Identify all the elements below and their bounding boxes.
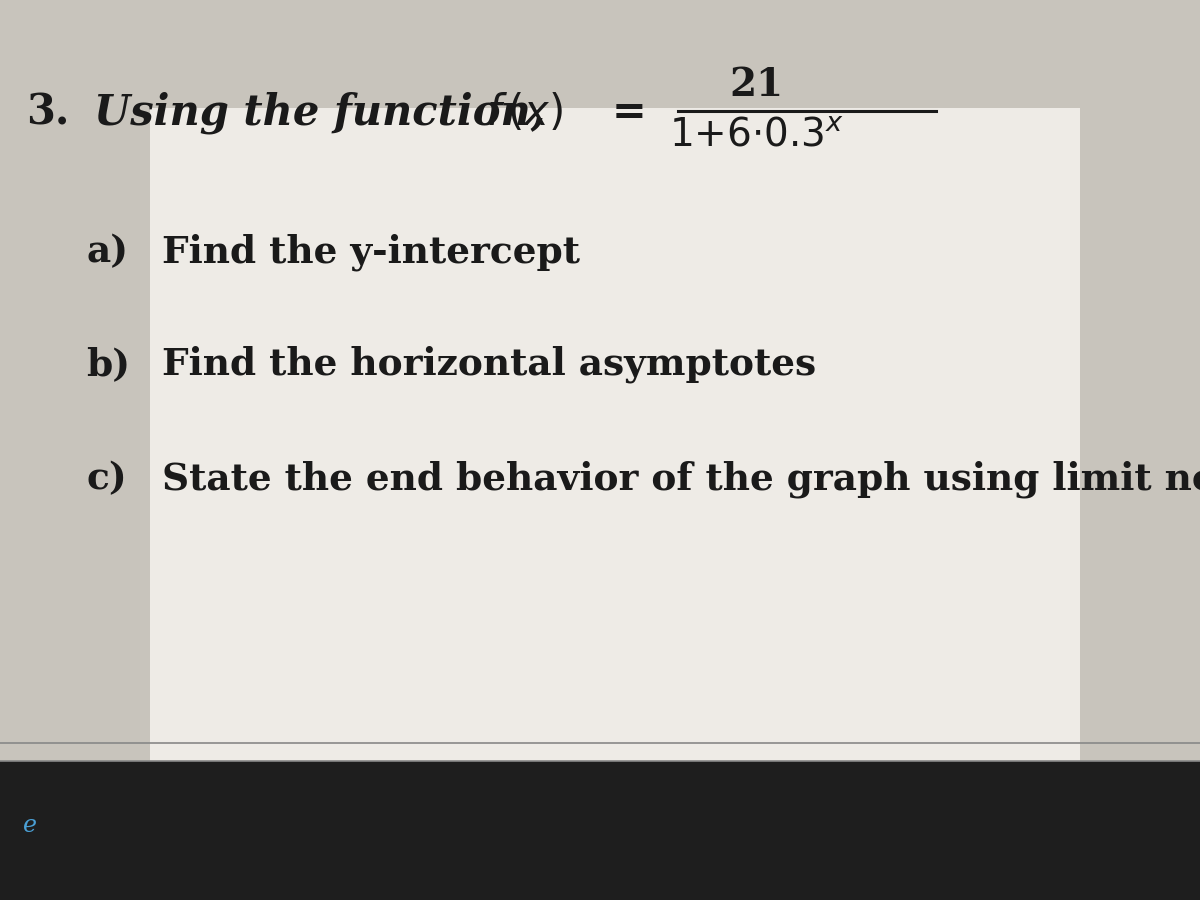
Text: b): b) <box>86 346 131 383</box>
Text: $f\,(x)$: $f\,(x)$ <box>486 92 563 133</box>
Text: 3.: 3. <box>26 92 70 133</box>
Text: Using the function,: Using the function, <box>94 91 545 134</box>
Text: Find the y-intercept: Find the y-intercept <box>162 233 580 271</box>
Text: Find the horizontal asymptotes: Find the horizontal asymptotes <box>162 346 816 383</box>
Text: State the end behavior of the graph using limit notation.: State the end behavior of the graph usin… <box>162 460 1200 498</box>
Text: =: = <box>612 92 647 133</box>
Text: e: e <box>23 814 37 837</box>
Text: c): c) <box>86 460 127 498</box>
Text: a): a) <box>86 233 128 271</box>
Text: 21: 21 <box>728 67 784 104</box>
Text: $1{+}6{\cdot}0.3^{x}$: $1{+}6{\cdot}0.3^{x}$ <box>668 116 844 154</box>
